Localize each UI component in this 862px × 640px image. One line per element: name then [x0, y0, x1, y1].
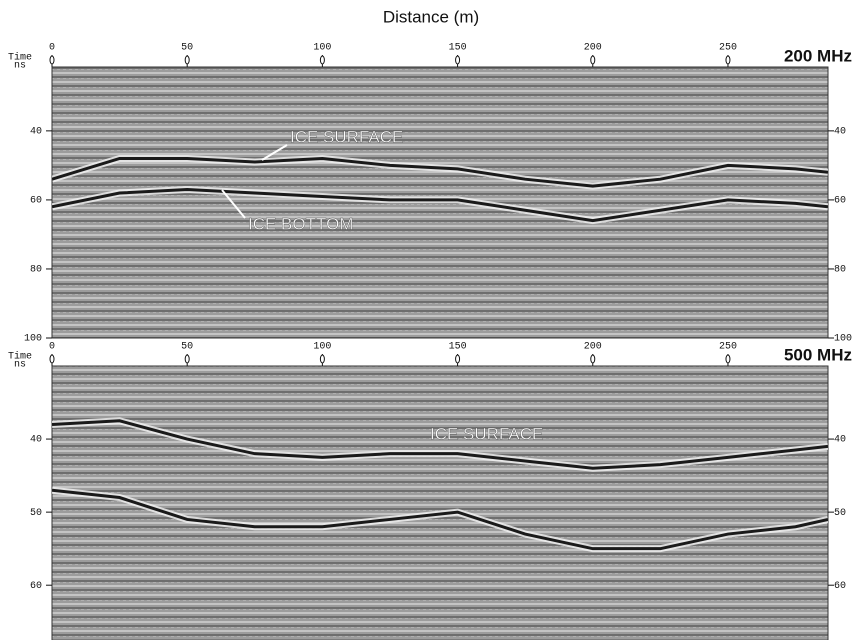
y-tick-label: 100	[24, 334, 42, 345]
x-tick-label: 250	[719, 342, 737, 353]
y-tick-label: 60	[834, 196, 846, 207]
y-axis-label: Time	[8, 351, 32, 363]
annotation: ICE SURFACE	[290, 127, 403, 146]
x-tick-label: 50	[181, 342, 193, 353]
reflector	[52, 156, 828, 188]
x-tick-label: 200	[584, 43, 602, 54]
reflector	[52, 188, 828, 223]
x-tick-marker	[590, 55, 596, 65]
annotation: ICE SURFACE	[430, 424, 543, 443]
y-tick-label: 40	[30, 435, 42, 446]
x-tick-marker	[49, 354, 55, 364]
y-axis-unit: ns	[14, 360, 26, 371]
y-tick-label: 100	[834, 334, 852, 345]
panel-title: 200 MHz	[784, 46, 852, 65]
x-tick-label: 100	[313, 43, 331, 54]
x-tick-marker	[590, 354, 596, 364]
y-tick-label: 60	[30, 196, 42, 207]
reflector	[52, 488, 828, 551]
y-tick-label: 40	[834, 435, 846, 446]
x-tick-label: 150	[449, 43, 467, 54]
x-axis-title: Distance (m)	[383, 7, 479, 26]
y-tick-label: 60	[834, 581, 846, 592]
x-tick-label: 0	[49, 342, 55, 353]
y-tick-label: 80	[834, 265, 846, 276]
x-tick-marker	[49, 55, 55, 65]
x-tick-marker	[725, 55, 731, 65]
y-tick-label: 40	[30, 127, 42, 138]
panel-title: 500 MHz	[784, 345, 852, 364]
x-tick-label: 100	[313, 342, 331, 353]
x-tick-marker	[455, 354, 461, 364]
plot-area	[52, 417, 828, 553]
y-axis-unit: ns	[14, 61, 26, 72]
annotation-leader	[221, 189, 246, 219]
x-tick-marker	[319, 354, 325, 364]
x-tick-marker	[725, 354, 731, 364]
plot-area	[52, 154, 828, 225]
x-tick-label: 0	[49, 43, 55, 54]
plot-frame	[51, 365, 829, 640]
reflector	[52, 419, 828, 470]
x-tick-label: 250	[719, 43, 737, 54]
y-tick-label: 60	[30, 581, 42, 592]
y-tick-label: 40	[834, 127, 846, 138]
y-tick-label: 50	[834, 508, 846, 519]
y-axis-label: Time	[8, 52, 32, 64]
y-tick-label: 50	[30, 508, 42, 519]
x-tick-marker	[455, 55, 461, 65]
x-tick-label: 150	[449, 342, 467, 353]
x-tick-label: 50	[181, 43, 193, 54]
annotation-leader	[261, 144, 288, 161]
annotation: ICE BOTTOM	[248, 214, 353, 233]
radargram-background	[52, 366, 828, 640]
x-tick-marker	[184, 354, 190, 364]
x-tick-label: 200	[584, 342, 602, 353]
x-tick-marker	[184, 55, 190, 65]
x-tick-marker	[319, 55, 325, 65]
y-tick-label: 80	[30, 265, 42, 276]
plot-frame	[51, 66, 829, 339]
